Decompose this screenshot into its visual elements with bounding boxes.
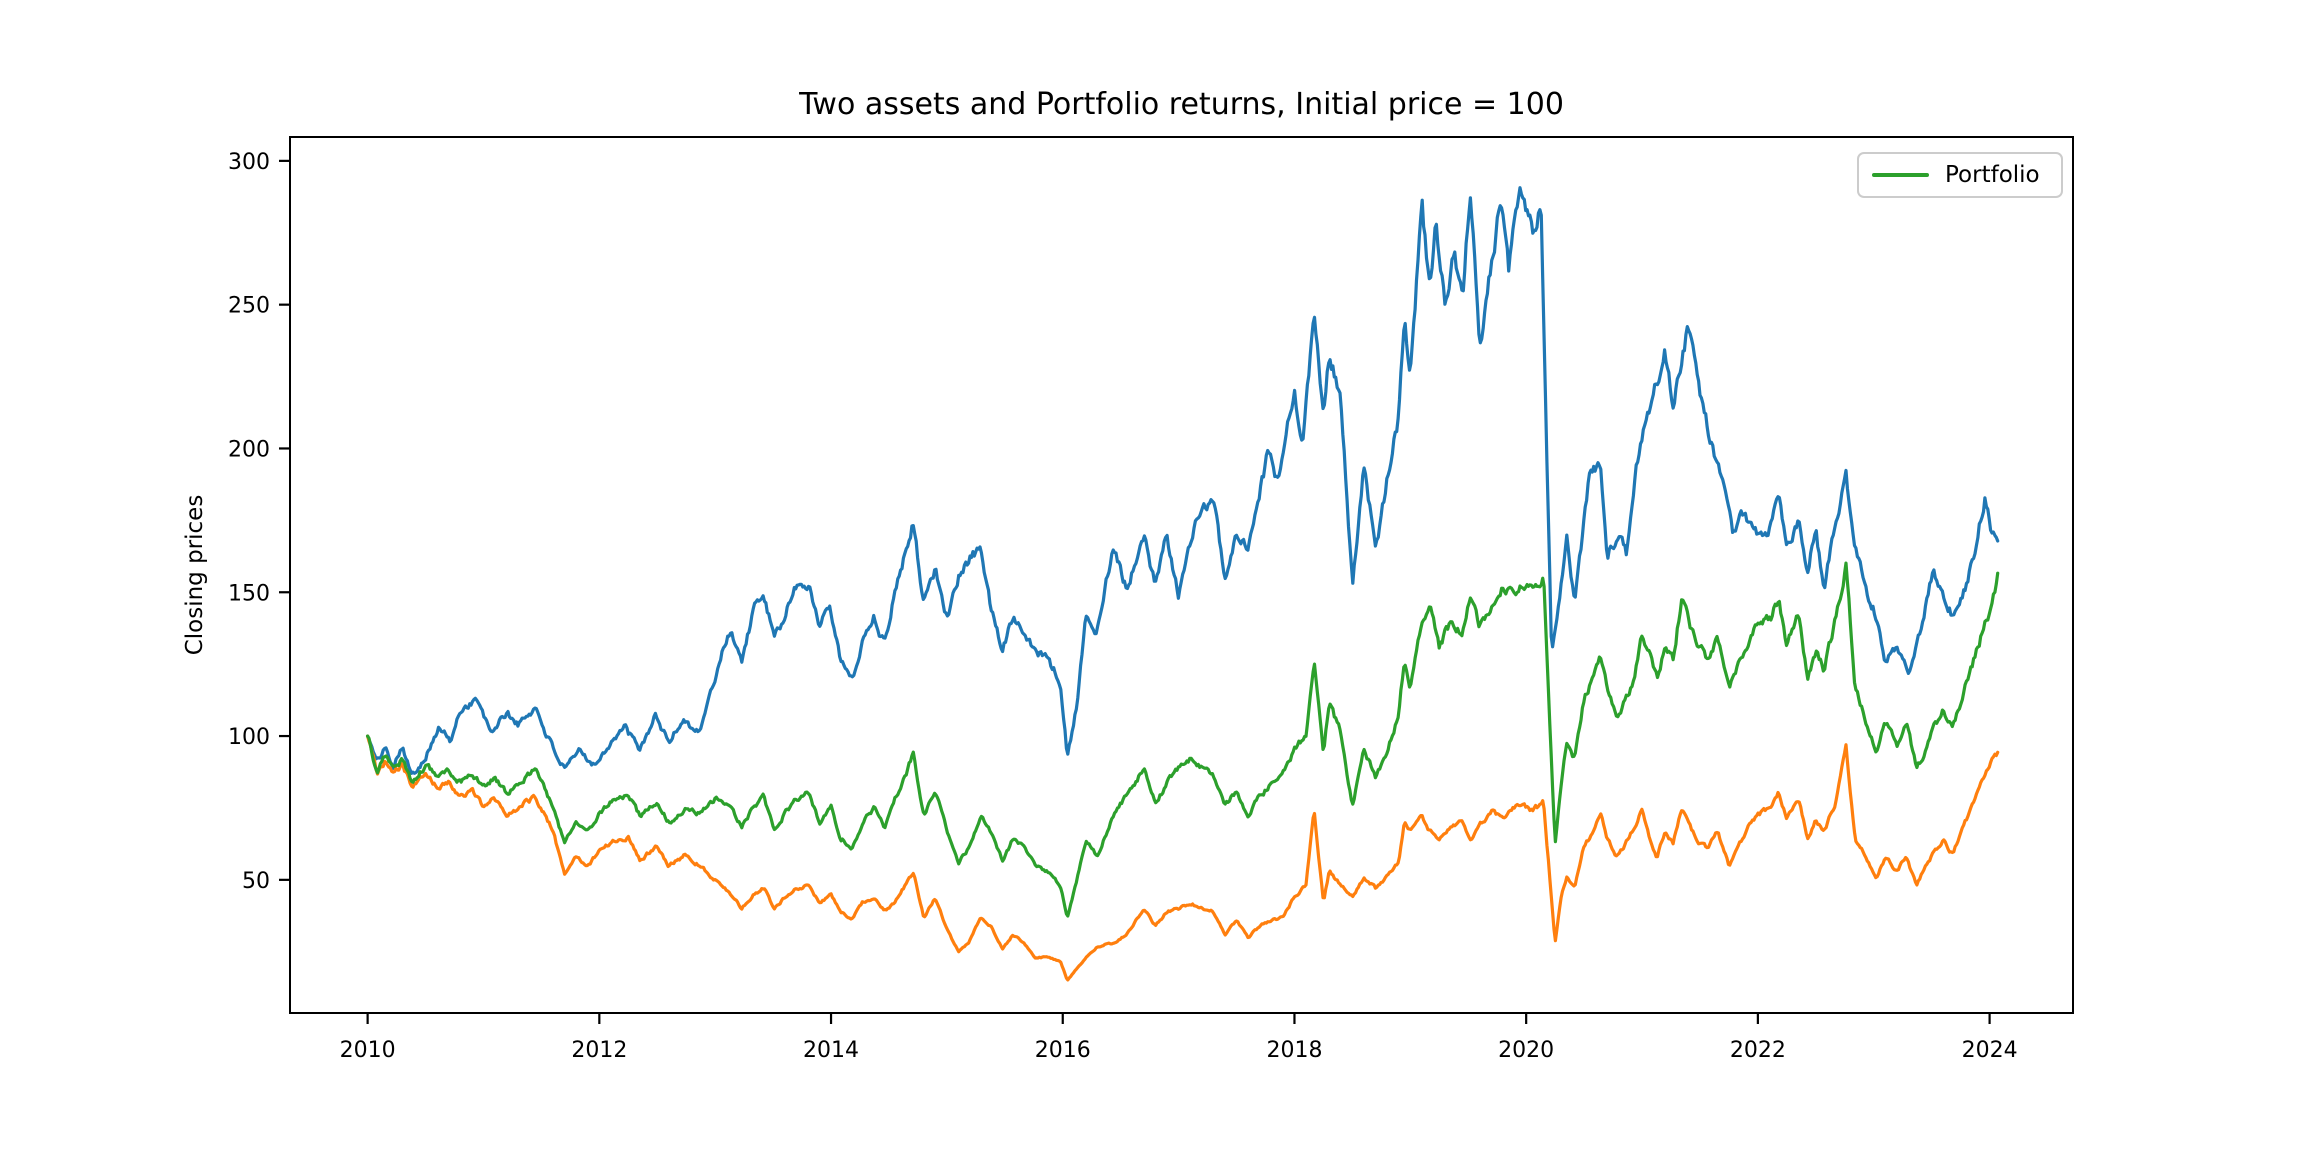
series-asset-2-line <box>366 734 2000 982</box>
x-tick-label: 2018 <box>1266 1038 1322 1063</box>
legend-portfolio-label: Portfolio <box>1945 162 2040 188</box>
y-tick-label: 300 <box>228 150 270 175</box>
x-tick-label: 2024 <box>1962 1038 2018 1063</box>
y-tick-label: 200 <box>228 437 270 462</box>
x-tick-label: 2010 <box>340 1038 396 1063</box>
x-tick-label: 2020 <box>1498 1038 1554 1063</box>
y-tick-label: 150 <box>228 581 270 606</box>
x-tick-label: 2014 <box>803 1038 859 1063</box>
y-tick-label: 50 <box>242 869 270 894</box>
series-asset-1-line <box>366 186 2000 775</box>
y-tick-label: 100 <box>228 725 270 750</box>
legend: Portfolio <box>1857 152 2063 198</box>
legend-portfolio-line <box>1872 173 1929 177</box>
x-tick-label: 2022 <box>1730 1038 1786 1063</box>
x-tick-label: 2016 <box>1035 1038 1091 1063</box>
x-tick-label: 2012 <box>571 1038 627 1063</box>
plot-border <box>289 136 2074 1014</box>
chart-title: Two assets and Portfolio returns, Initia… <box>799 87 1564 122</box>
y-tick-label: 250 <box>228 294 270 319</box>
series-portfolio-line <box>366 561 2000 918</box>
